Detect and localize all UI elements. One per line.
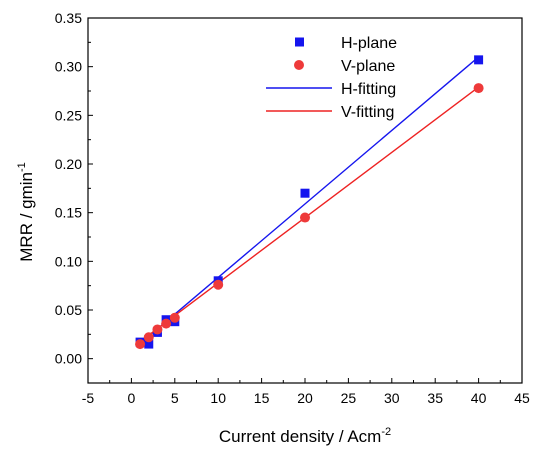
- y-tick-label: 0.35: [55, 10, 82, 26]
- x-tick-label: -5: [82, 390, 95, 406]
- data-point-v-plane: [161, 318, 172, 329]
- x-tick-label: 5: [171, 390, 179, 406]
- legend-label: V-plane: [341, 58, 395, 75]
- data-point-v-plane: [135, 339, 146, 350]
- data-point-v-plane: [169, 312, 180, 323]
- x-tick-label: 35: [427, 390, 443, 406]
- data-point-h-plane: [474, 55, 484, 65]
- y-tick-label: 0.20: [55, 156, 82, 172]
- x-tick-label: 45: [514, 390, 530, 406]
- data-point-v-plane: [143, 332, 154, 343]
- y-tick-label: 0.05: [55, 302, 82, 318]
- x-tick-label: 40: [471, 390, 487, 406]
- data-point-h-plane: [144, 339, 154, 349]
- y-axis-ticks: 0.00 0.05 0.10 0.15 0.20 0.25 0.30 0.35: [55, 10, 93, 367]
- y-tick-label: 0.00: [55, 351, 82, 367]
- legend-marker-square: [295, 37, 304, 47]
- data-point-h-plane: [300, 188, 310, 198]
- legend: H-plane V-plane H-fitting V-fitting: [266, 35, 397, 121]
- data-point-v-plane: [152, 324, 163, 335]
- data-point-v-plane: [300, 212, 310, 223]
- legend-label: V-fitting: [341, 104, 394, 121]
- x-axis-ticks: -5 0 5 10 15 20 25 30 35 40 45: [82, 378, 530, 406]
- legend-label: H-fitting: [341, 81, 396, 98]
- y-tick-label: 0.25: [55, 107, 82, 123]
- fit-line-h-fitting: [139, 56, 480, 345]
- y-axis-title: MRR / gmin-1: [16, 162, 36, 262]
- data-point-v-plane: [473, 83, 484, 94]
- x-tick-label: 15: [254, 390, 270, 406]
- x-tick-label: 30: [384, 390, 400, 406]
- legend-label: H-plane: [341, 35, 397, 52]
- x-tick-label: 10: [210, 390, 226, 406]
- fit-line-v-fitting: [139, 86, 480, 343]
- x-tick-label: 20: [297, 390, 313, 406]
- y-tick-label: 0.30: [55, 59, 82, 75]
- data-point-v-plane: [213, 279, 224, 290]
- x-axis-title: Current density / Acm-2: [219, 426, 391, 446]
- x-tick-label: 0: [128, 390, 136, 406]
- legend-marker-circle: [294, 60, 304, 70]
- y-tick-label: 0.10: [55, 253, 82, 269]
- series-layer: [135, 55, 484, 350]
- x-tick-label: 25: [341, 390, 357, 406]
- y-tick-label: 0.15: [55, 205, 82, 221]
